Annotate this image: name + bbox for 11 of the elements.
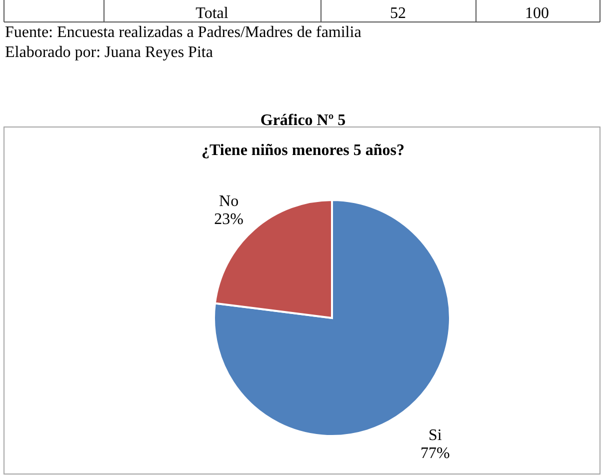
text: Gráfico Nº 5 [260,112,346,129]
text: Elaborado por: Juana Reyes Pita [5,44,213,61]
data-label: 23% [214,210,244,228]
source-note: Fuente: Encuesta realizadas a Padres/Madres de familia [5,24,362,41]
text: 100 [525,5,549,22]
data-label: 77% [420,445,450,462]
text: 52 [390,5,406,22]
slice-label: No [219,192,239,210]
slice-label: Si [428,427,442,444]
text: Total [196,5,229,22]
chart-title: ¿Tiene niños menores 5 años? [202,142,404,159]
